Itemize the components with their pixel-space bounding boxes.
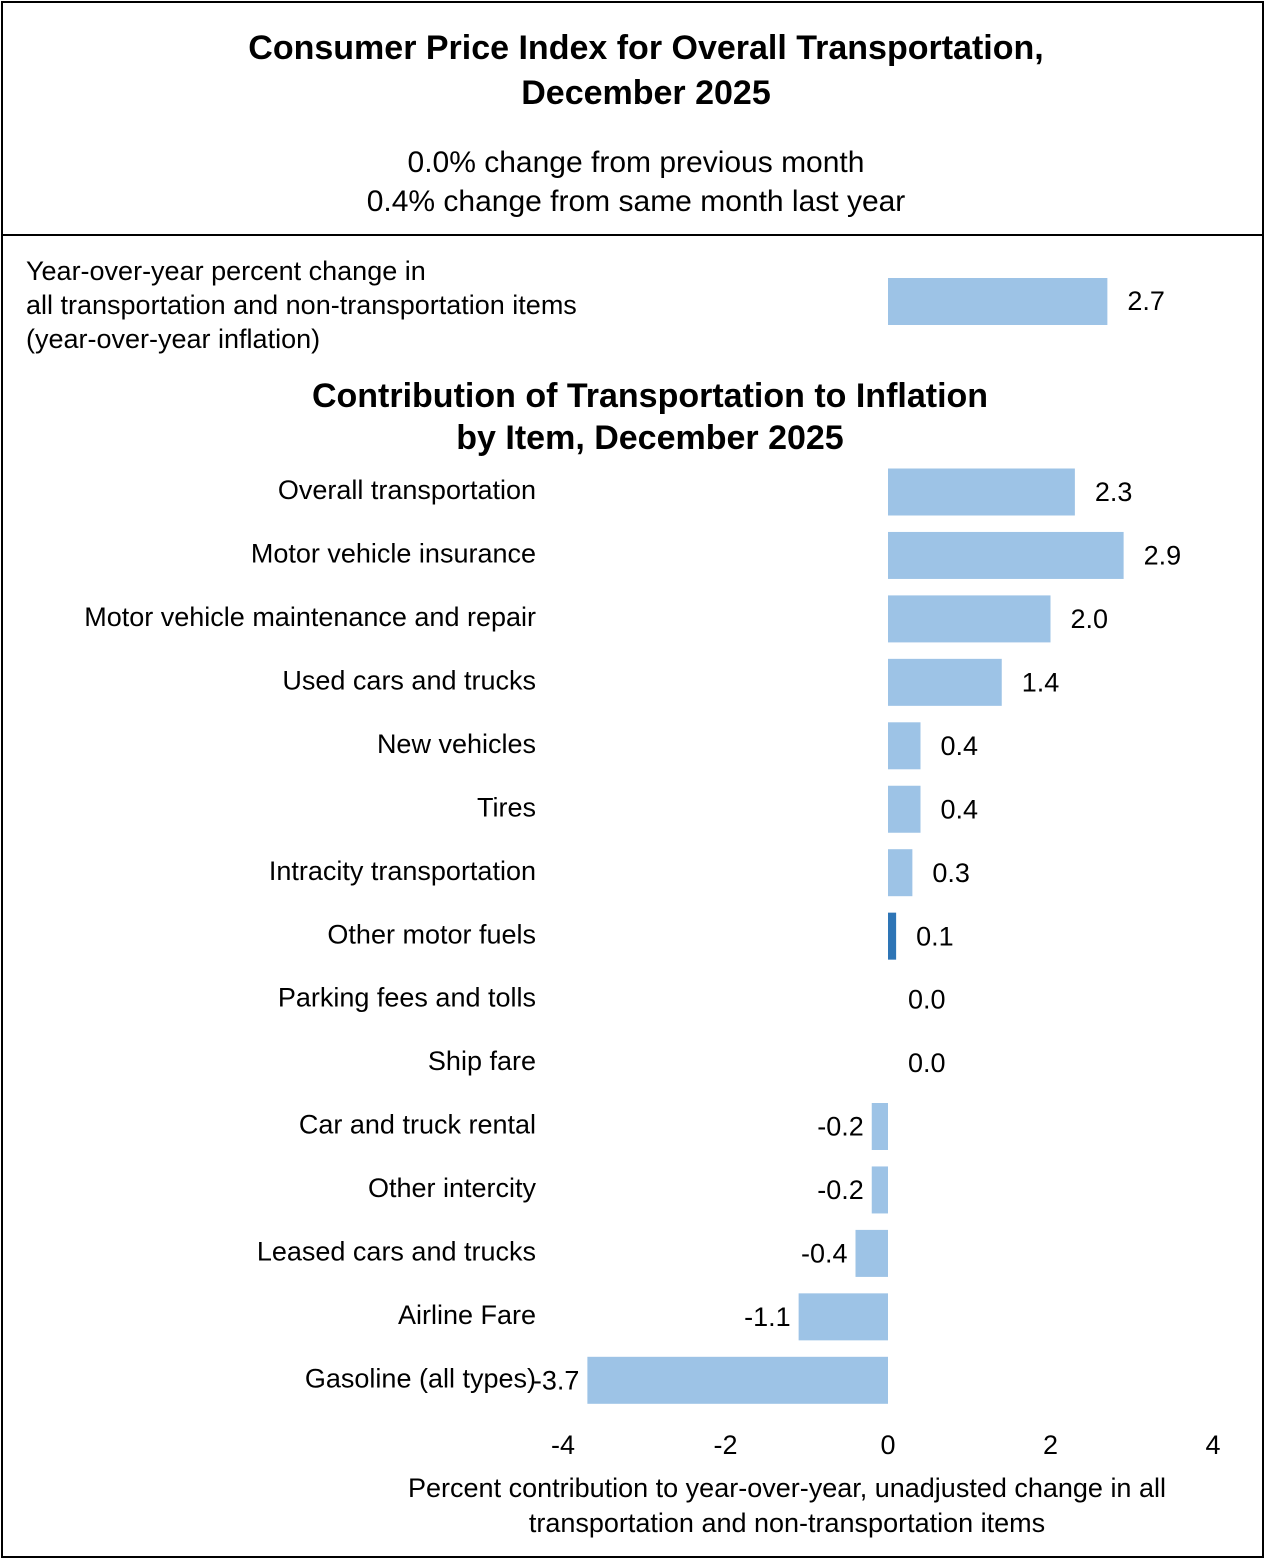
- value-label: -1.1: [744, 1302, 791, 1332]
- value-label: 0.0: [908, 985, 946, 1015]
- value-label: 0.3: [932, 858, 970, 888]
- summary-label: all transportation and non-transportatio…: [26, 290, 577, 320]
- category-label: Ship fare: [428, 1046, 536, 1076]
- summary-label: Year-over-year percent change in: [26, 256, 426, 286]
- category-label: Motor vehicle maintenance and repair: [84, 602, 536, 632]
- bar: [888, 722, 921, 770]
- value-label: -0.2: [817, 1175, 864, 1205]
- category-label: Airline Fare: [398, 1300, 536, 1330]
- value-label: 0.4: [941, 731, 979, 761]
- category-label: Other intercity: [368, 1173, 537, 1203]
- x-tick-label: -4: [551, 1430, 575, 1460]
- x-tick-label: 0: [880, 1430, 895, 1460]
- value-label: -0.2: [817, 1112, 864, 1142]
- bar: [587, 1356, 888, 1404]
- title: December 2025: [521, 74, 771, 112]
- x-axis-label: transportation and non-transportation it…: [529, 1508, 1045, 1538]
- value-label: 2.7: [1127, 286, 1165, 316]
- bar: [888, 278, 1108, 325]
- chart-title: by Item, December 2025: [456, 419, 843, 457]
- category-label: Parking fees and tolls: [278, 983, 536, 1013]
- category-label: Motor vehicle insurance: [251, 539, 536, 569]
- category-label: New vehicles: [377, 729, 536, 759]
- value-label: -0.4: [801, 1239, 848, 1269]
- category-label: Tires: [477, 792, 536, 822]
- value-label: 2.0: [1071, 604, 1109, 634]
- value-label: 0.4: [941, 794, 979, 824]
- subtitle: 0.0% change from previous month: [408, 146, 865, 179]
- x-tick-label: 4: [1205, 1430, 1220, 1460]
- x-tick-label: 2: [1043, 1430, 1058, 1460]
- bar: [888, 468, 1075, 516]
- bar: [871, 1166, 888, 1214]
- x-tick-label: -2: [713, 1430, 737, 1460]
- category-label: Gasoline (all types): [305, 1363, 536, 1393]
- title: Consumer Price Index for Overall Transpo…: [248, 29, 1043, 67]
- value-label: 2.3: [1095, 477, 1133, 507]
- value-label: -3.7: [533, 1365, 580, 1395]
- bar: [888, 595, 1051, 643]
- category-label: Overall transportation: [278, 475, 536, 505]
- bar: [888, 912, 897, 960]
- bar: [871, 1103, 888, 1150]
- category-label: Leased cars and trucks: [257, 1237, 536, 1267]
- bar: [888, 658, 1002, 706]
- bar: [888, 531, 1124, 579]
- value-label: 0.0: [908, 1048, 946, 1078]
- x-axis-label: Percent contribution to year-over-year, …: [408, 1473, 1166, 1503]
- bar: [798, 1293, 888, 1341]
- category-label: Used cars and trucks: [282, 665, 536, 695]
- category-label: Car and truck rental: [299, 1110, 536, 1140]
- bar: [888, 785, 921, 833]
- category-label: Intracity transportation: [269, 856, 536, 886]
- bar: [855, 1229, 888, 1277]
- bar: [888, 849, 913, 897]
- value-label: 1.4: [1022, 667, 1060, 697]
- value-label: 2.9: [1144, 541, 1182, 571]
- value-label: 0.1: [916, 921, 954, 951]
- chart-title: Contribution of Transportation to Inflat…: [312, 377, 988, 415]
- category-label: Other motor fuels: [327, 919, 536, 949]
- subtitle: 0.4% change from same month last year: [367, 185, 906, 218]
- summary-label: (year-over-year inflation): [26, 324, 320, 354]
